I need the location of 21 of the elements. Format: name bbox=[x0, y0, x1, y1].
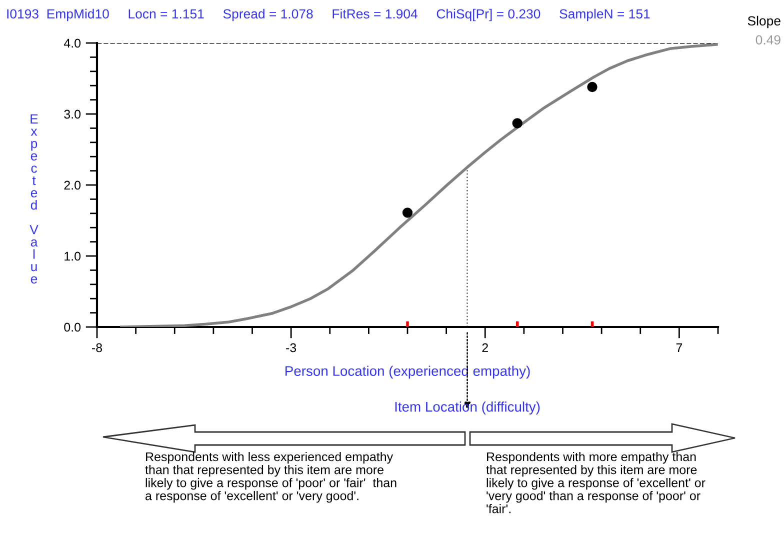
line-series bbox=[120, 43, 718, 327]
point bbox=[402, 208, 413, 218]
text: Respondents with less experienced empathy than that represented by this item are more likely to give a response of 'poor' or 'fair' than a response of 'excellent' or 'very good'. bbox=[145, 452, 396, 503]
text: Expected Value bbox=[30, 114, 38, 284]
chart-title: I0193 EmpMid10 Locn = 1.151 Spread = 1.078 FitRes = 1.904 ChiSq[Pr] = 0.230 SampleN = 151 bbox=[7, 8, 650, 22]
y-tick-label: 0.0 bbox=[64, 322, 81, 332]
y-tick-label: 2.0 bbox=[64, 180, 81, 190]
point bbox=[512, 118, 522, 128]
x-tick-label: -8 bbox=[92, 343, 102, 352]
x-tick-label: 2 bbox=[482, 343, 488, 352]
ref-line-label: Item Location (difficulty) bbox=[395, 402, 540, 414]
x-tick-label: 7 bbox=[676, 343, 682, 352]
point bbox=[587, 82, 598, 92]
x-axis-title: Person Location (experienced empathy) bbox=[286, 366, 530, 379]
text: Slope bbox=[748, 16, 780, 28]
y-tick-label: 1.0 bbox=[64, 252, 81, 261]
y-tick-label: 4.0 bbox=[64, 38, 81, 48]
x-tick-label: -3 bbox=[286, 343, 296, 352]
text: Respondents with more empathy than that represented by this item are more likely to give a response of 'excellent' or 'very good' than a response of 'poor' or 'fair'. bbox=[486, 452, 706, 514]
text: 0.49 bbox=[756, 35, 780, 45]
y-tick-label: 3.0 bbox=[64, 110, 81, 119]
